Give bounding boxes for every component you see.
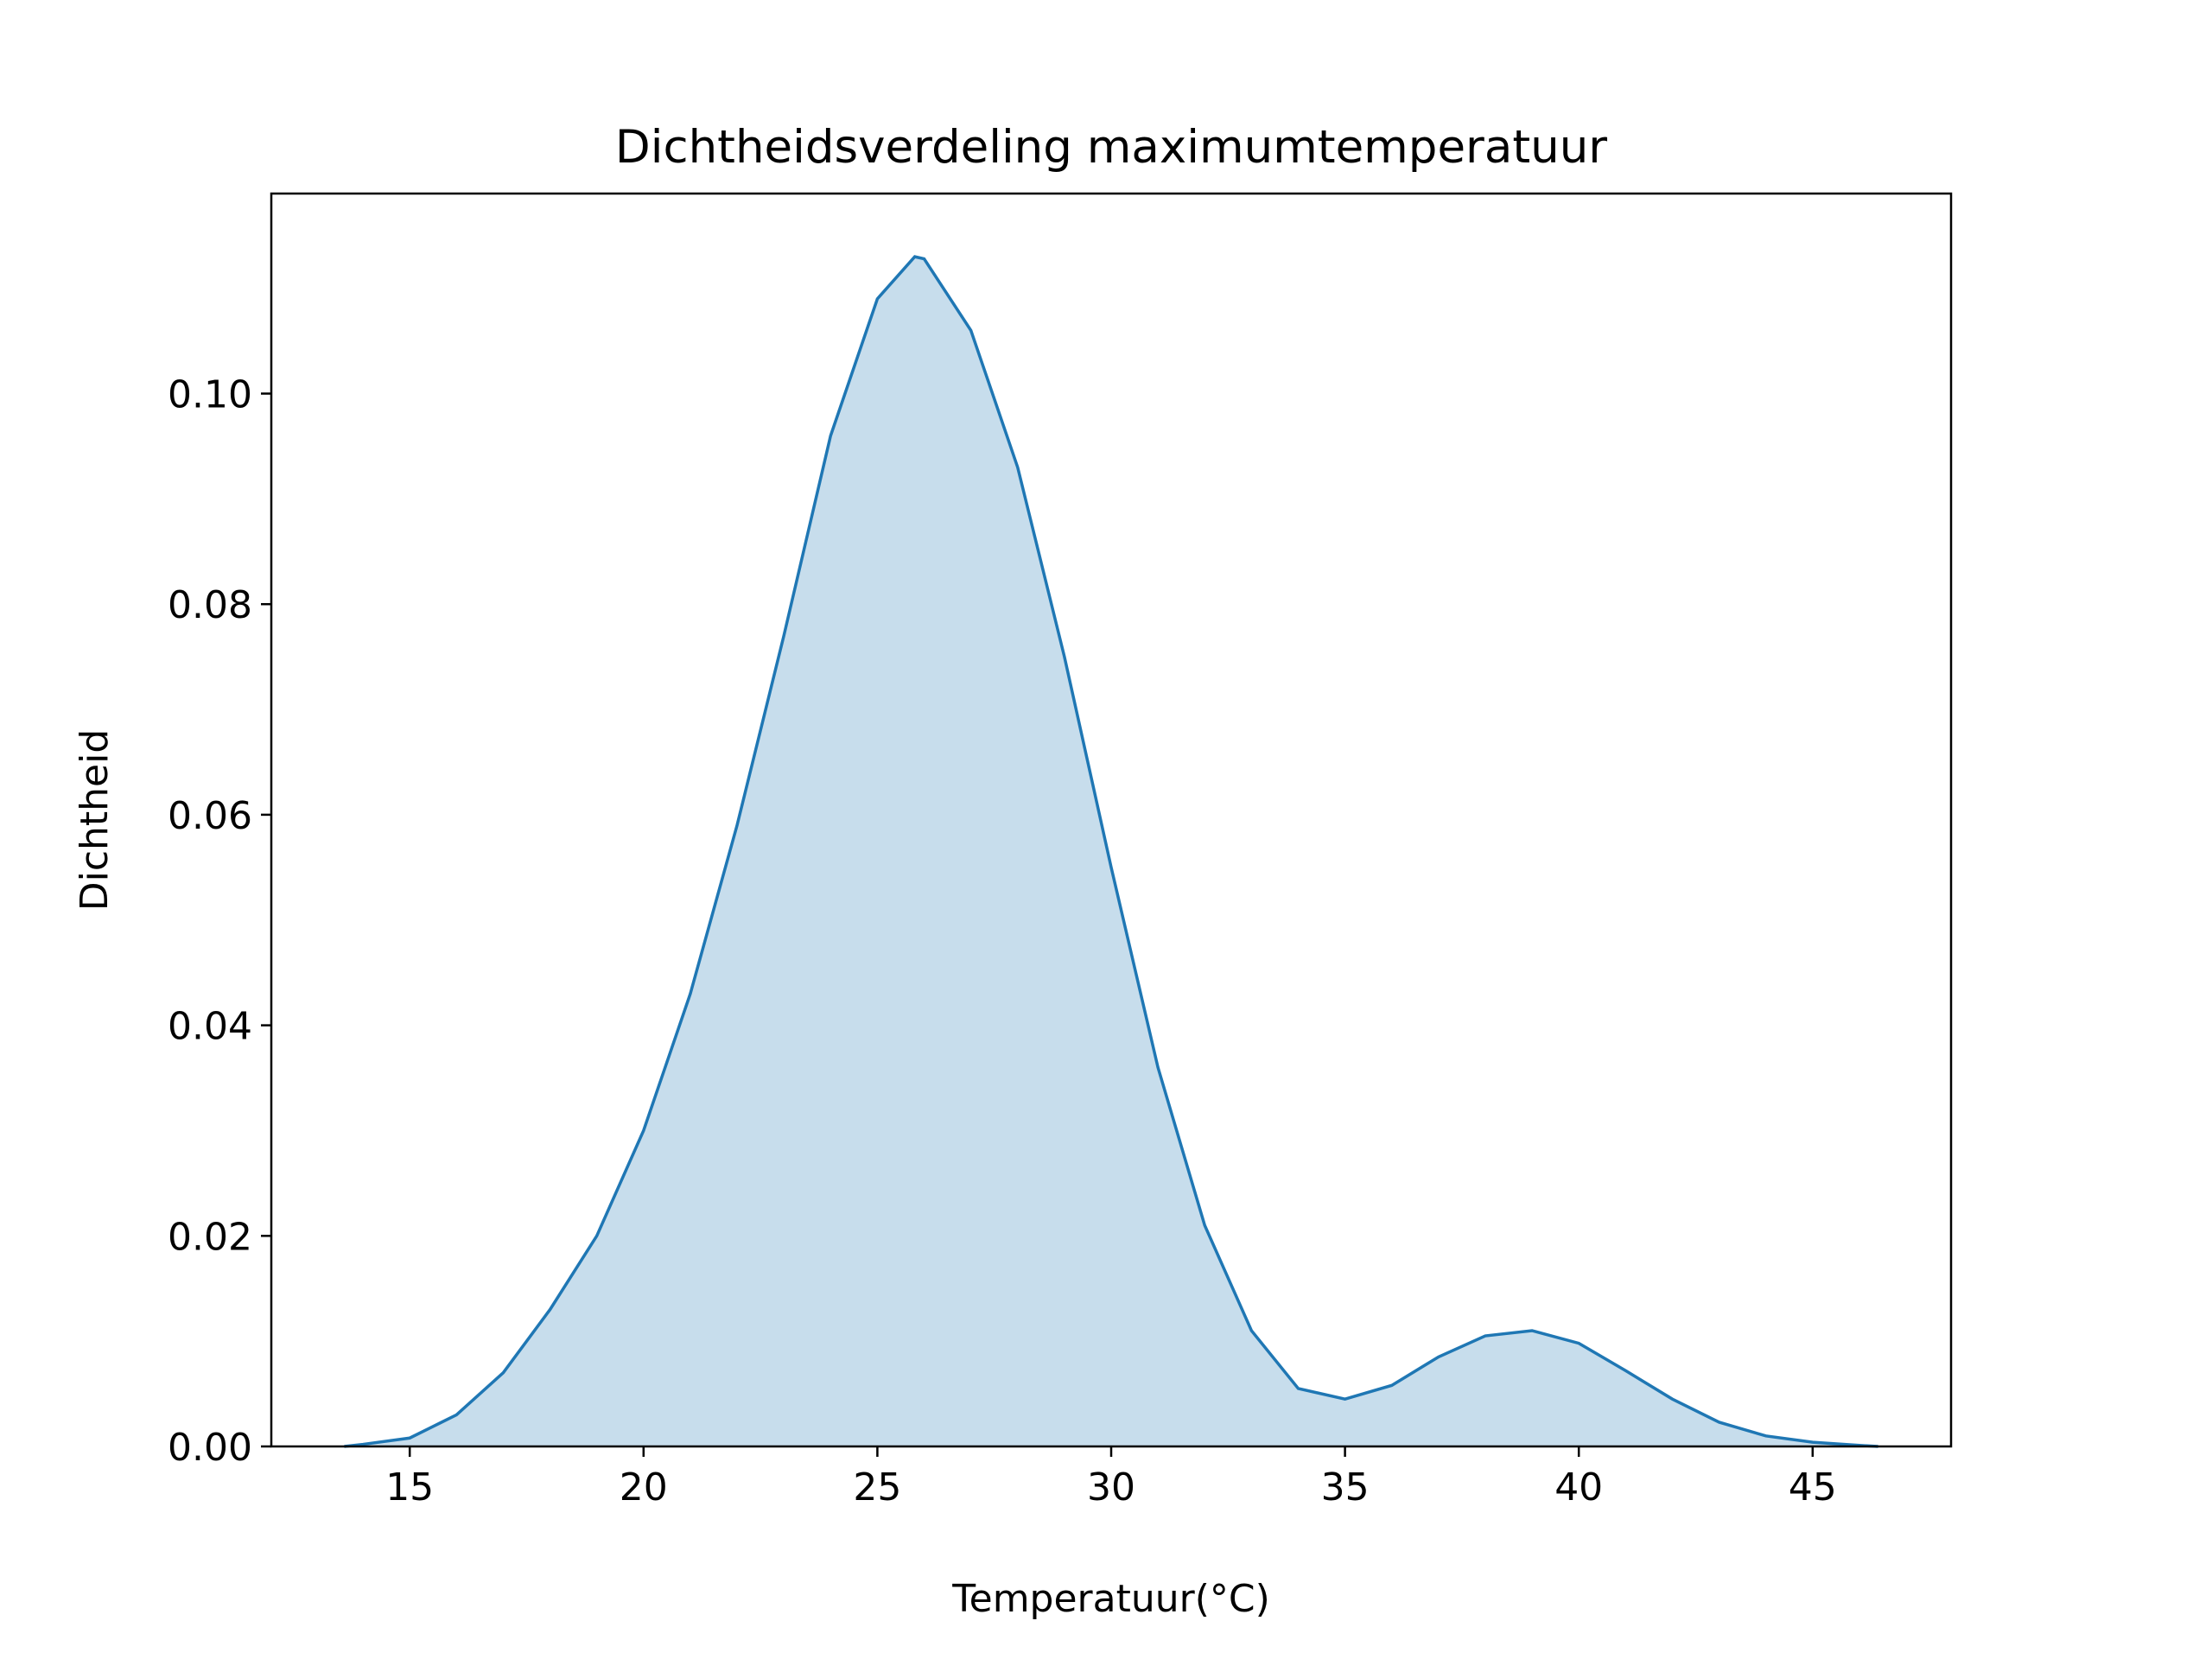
density-area — [344, 257, 1878, 1446]
x-tick-label: 25 — [853, 1465, 901, 1510]
y-tick-label: 0.08 — [168, 583, 252, 627]
y-tick-label: 0.04 — [168, 1005, 252, 1049]
x-tick-label: 35 — [1321, 1465, 1370, 1510]
x-tick-label: 40 — [1554, 1465, 1603, 1510]
x-tick-label: 45 — [1789, 1465, 1837, 1510]
y-tick-label: 0.10 — [168, 373, 252, 417]
x-tick-label: 20 — [620, 1465, 668, 1510]
x-axis-label: Temperatuur(°C) — [951, 1577, 1270, 1621]
chart-title: Dichtheidsverdeling maximumtemperatuur — [615, 121, 1607, 174]
y-tick-label: 0.06 — [168, 794, 252, 838]
x-tick-label: 30 — [1087, 1465, 1135, 1510]
y-tick-label: 0.02 — [168, 1215, 252, 1259]
density-line — [344, 255, 1878, 1448]
y-tick-label: 0.00 — [168, 1426, 252, 1470]
x-tick-label: 15 — [385, 1465, 434, 1510]
y-axis-label: Dichtheid — [73, 729, 117, 912]
